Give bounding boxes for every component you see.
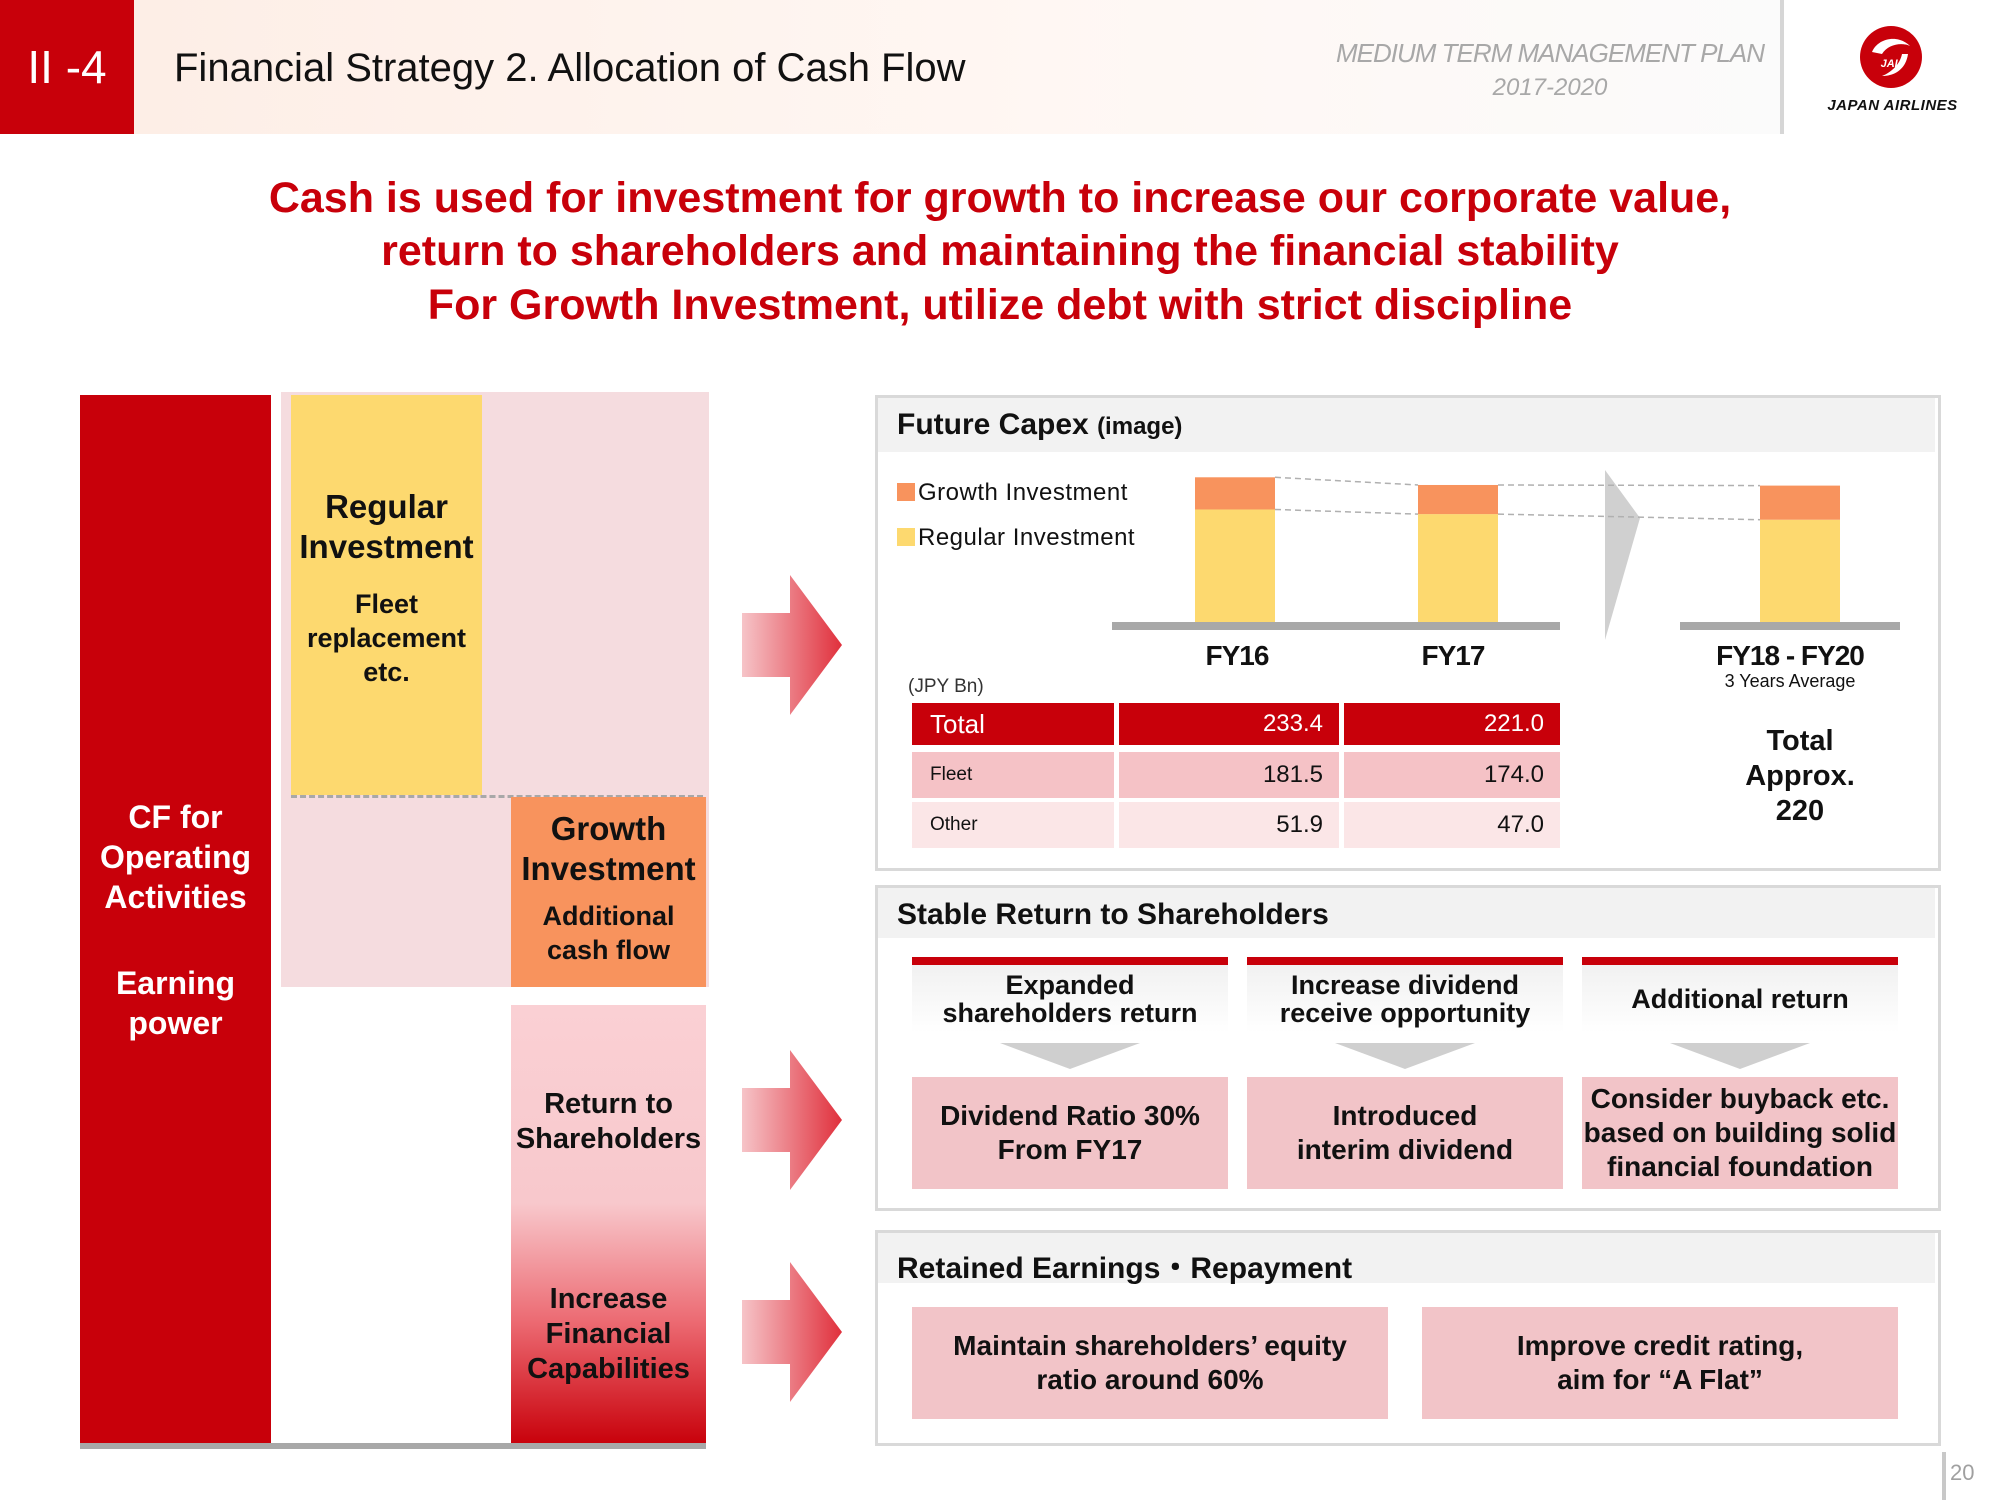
- shareholder-return-header: [878, 888, 1935, 938]
- three-years-average-label: 3 Years Average: [1724, 671, 1856, 691]
- chevron-down-icon: [1670, 1043, 1810, 1069]
- dashed-divider: [291, 795, 703, 798]
- legend-swatch-regular: [897, 528, 915, 546]
- bar-connector-line: [1274, 476, 1419, 486]
- col1-header: Expanded shareholders return: [912, 965, 1228, 1033]
- table-row-total-label: Total: [912, 703, 1114, 745]
- return-to-shareholders-label: Return to: [544, 1088, 673, 1120]
- jal-crane-logo-icon: JAL: [1860, 26, 1922, 88]
- arrow-right-icon: [742, 1262, 842, 1402]
- message-line-2: return to shareholders and maintaining t…: [381, 227, 1619, 275]
- shareholder-return-title: Stable Return to Shareholders: [897, 898, 1329, 931]
- chevron-down-icon: [1335, 1043, 1475, 1069]
- header-band: [134, 0, 1780, 134]
- bar-regular-2: [1760, 519, 1840, 622]
- logo-text: JAPAN AIRLINES: [1827, 97, 1958, 114]
- dividend-ratio-box: Dividend Ratio 30% From FY17: [912, 1077, 1228, 1189]
- col2-header: Increase dividend receive opportunity: [1247, 965, 1563, 1033]
- growth-investment-box: Growth Investment Additional cash flow: [511, 797, 706, 987]
- future-capex-header: [878, 398, 1935, 452]
- equity-ratio-box: Maintain shareholders’ equity ratio aroun…: [912, 1307, 1388, 1419]
- legend-growth-investment: Growth Investment: [918, 479, 1128, 506]
- fy17-label: FY17: [1421, 640, 1486, 671]
- future-capex-chart: [1112, 470, 1900, 640]
- plan-years: 2017-2020: [1492, 74, 1608, 101]
- increase-financial-capabilities-label: Increase: [549, 1283, 668, 1315]
- svg-text:JAL: JAL: [1881, 58, 1902, 70]
- header-divider: [1780, 0, 1784, 134]
- unit-label: (JPY Bn): [908, 676, 984, 697]
- bar-regular-0: [1195, 509, 1275, 622]
- page-number: 20: [1950, 1460, 1975, 1485]
- bar-growth-2: [1760, 485, 1840, 520]
- slide-title: Financial Strategy 2. Allocation of Cash…: [174, 46, 966, 90]
- bar-regular-1: [1418, 514, 1498, 622]
- col2-accent-bar: [1247, 957, 1563, 965]
- future-capex-title: Future Capex (image): [897, 408, 1183, 441]
- diagram-baseline: [80, 1443, 706, 1449]
- col3-accent-bar: [1582, 957, 1898, 965]
- fleet-fy17-cell: 174.0: [1344, 752, 1560, 798]
- bar-growth-0: [1195, 477, 1275, 510]
- buyback-box: Consider buyback etc. based on building s…: [1582, 1077, 1898, 1189]
- bar-connector-line: [1274, 508, 1419, 515]
- message-line-3: For Growth Investment, utilize debt with…: [427, 281, 1573, 329]
- credit-rating-box: Improve credit rating, aim for “A Flat”: [1422, 1307, 1898, 1419]
- bar-growth-1: [1418, 484, 1498, 515]
- page-number-bar: [1942, 1452, 1946, 1500]
- total-approx-note: Total Approx. 220: [1745, 725, 1855, 827]
- legend-swatch-growth: [897, 483, 915, 501]
- cf-operating-activities-bar: CF for Operating Activities Earning powe…: [80, 395, 271, 1445]
- arrow-right-icon: [742, 575, 842, 715]
- fleet-fy16-cell: 181.5: [1119, 752, 1339, 798]
- chevron-down-icon: [1000, 1043, 1140, 1069]
- legend-regular-investment: Regular Investment: [918, 524, 1136, 551]
- bar-connector-line: [1497, 484, 1761, 487]
- other-fy16-cell: 51.9: [1119, 802, 1339, 848]
- col1-accent-bar: [912, 957, 1228, 965]
- total-fy17-cell: 221.0: [1344, 703, 1560, 745]
- col3-header: Additional return: [1582, 965, 1898, 1033]
- return-and-financial-column: Return to Shareholders Increase Financia…: [511, 1005, 706, 1445]
- other-fy17-cell: 47.0: [1344, 802, 1560, 848]
- table-row-other-label: Other: [912, 802, 1114, 848]
- fy18-fy20-label: FY18 - FY20: [1716, 640, 1865, 671]
- message-line-1: Cash is used for investment for growth t…: [268, 174, 1732, 222]
- fy16-label: FY16: [1205, 640, 1270, 671]
- retained-earnings-title: Retained Earnings・Repayment: [897, 1252, 1353, 1285]
- retained-earnings-header: [878, 1233, 1935, 1283]
- total-fy16-cell: 233.4: [1119, 703, 1339, 745]
- regular-investment-box: Regular Investment Fleet replacement etc…: [291, 395, 482, 795]
- arrow-right-icon: [742, 1050, 842, 1190]
- table-row-fleet-label: Fleet: [912, 752, 1114, 798]
- bar-connector-line: [1497, 513, 1761, 521]
- chevron-right-icon: [1605, 470, 1640, 640]
- interim-dividend-box: Introduced interim dividend: [1247, 1077, 1563, 1189]
- plan-name: MEDIUM TERM MANAGEMENT PLAN: [1335, 38, 1765, 68]
- section-badge: II -4: [0, 0, 134, 134]
